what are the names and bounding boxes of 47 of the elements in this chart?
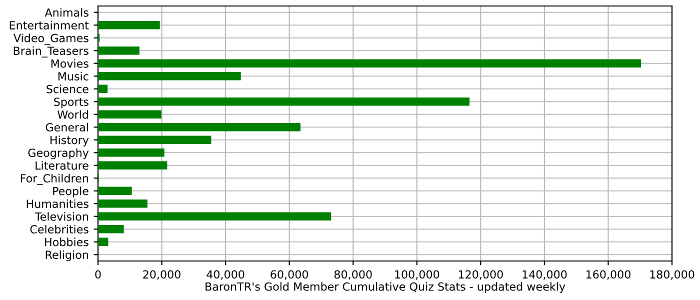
y-tick-label: Sports xyxy=(54,98,88,108)
x-tick-label: 160,000 xyxy=(586,270,630,280)
x-tick-label: 20,000 xyxy=(143,270,180,280)
bar xyxy=(98,72,241,80)
bar xyxy=(98,122,300,132)
y-tick-label: Geography xyxy=(28,148,89,160)
x-tick-label: 80,000 xyxy=(334,270,372,280)
y-tick-label: World xyxy=(58,110,88,119)
bar xyxy=(98,238,108,246)
x-tick-label: 60,000 xyxy=(270,270,308,280)
bar xyxy=(98,46,140,55)
bar xyxy=(98,212,332,221)
y-tick-label: Television xyxy=(34,212,88,221)
bar xyxy=(98,224,124,234)
y-tick-label: Religion xyxy=(46,250,88,262)
y-tick-label: Humanities xyxy=(26,199,88,208)
y-tick-label: History xyxy=(50,136,89,146)
y-tick-label: Brain_Teasers xyxy=(14,46,88,58)
y-tick-label: People xyxy=(53,186,88,198)
bar xyxy=(98,97,470,106)
x-tick-label: 40,000 xyxy=(206,270,244,280)
y-tick-label: Entertainment xyxy=(10,20,89,30)
x-tick-label: 180,000 xyxy=(650,270,694,280)
x-tick-label: 120,000 xyxy=(458,270,503,280)
bar xyxy=(98,59,642,68)
bar xyxy=(98,148,164,157)
bar xyxy=(98,199,148,208)
bar xyxy=(98,161,168,170)
y-tick-label: Movies xyxy=(51,59,88,68)
y-tick-label: Celebrities xyxy=(30,224,88,234)
y-tick-label: Hobbies xyxy=(45,238,88,246)
bar xyxy=(98,136,212,144)
x-axis-title: BaronTR's Gold Member Cumulative Quiz Stats - updated weekly xyxy=(206,282,566,293)
y-tick-label: Music xyxy=(58,72,88,81)
y-tick-label: Literature xyxy=(36,161,88,170)
x-tick-label: 100,000 xyxy=(395,270,440,280)
bar xyxy=(98,110,162,119)
y-tick-label: Animals xyxy=(44,8,88,17)
y-tick-label: Science xyxy=(46,84,88,94)
x-tick-label: 140,000 xyxy=(522,270,567,280)
bar xyxy=(98,20,160,30)
y-tick-label: For_Children xyxy=(20,174,88,185)
y-tick-label: Video_Games xyxy=(14,34,88,45)
x-tick-label: 0 xyxy=(95,270,101,279)
bar xyxy=(98,84,108,94)
bar xyxy=(98,186,132,196)
y-tick-label: General xyxy=(46,122,88,132)
